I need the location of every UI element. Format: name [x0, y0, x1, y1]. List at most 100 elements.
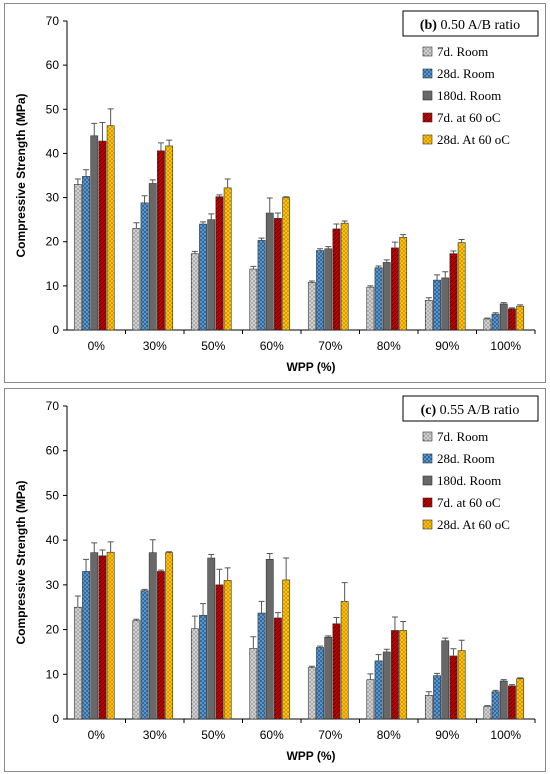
bar-180d-room-80: [382, 262, 391, 331]
chart-title-box: [402, 395, 539, 422]
error-bar-7d-room-100: [484, 705, 491, 707]
error-bar-7d-room-60: [250, 265, 257, 270]
x-tick-label: 70%: [318, 728, 342, 742]
bar-7d-at-60-oc-50: [215, 584, 224, 720]
bar-28d-room-60: [257, 240, 266, 331]
error-bar-28d-at-60-oc-0: [107, 541, 114, 553]
bar-180d-room-30: [148, 183, 157, 331]
error-bar-28d-room-90: [434, 274, 441, 281]
bar-7d-room-60: [249, 648, 258, 720]
compressive-strength-chart-b: 0 10 20 30 40 50 60 70 Compressive Strength (MPa…: [14, 10, 539, 374]
error-bar-28d-room-80: [375, 654, 382, 661]
error-bar-28d-room-30: [141, 588, 148, 591]
error-bar-28d-at-60-oc-100: [517, 304, 524, 307]
error-bar-7d-room-0: [74, 178, 81, 185]
bar-7d-at-60-oc-80: [391, 630, 399, 720]
error-bar-28d-room-0: [83, 558, 90, 572]
error-bar-28d-room-30: [141, 195, 148, 203]
error-bar-28d-at-60-oc-80: [400, 234, 407, 238]
bar-7d-at-60-oc-80: [391, 247, 399, 331]
bar-28d-room-100: [491, 313, 500, 331]
chart-panel-b: 0 10 20 30 40 50 60 70 Compressive Strength (MPa…: [4, 3, 546, 383]
error-bar-28d-at-60-oc-60: [283, 557, 290, 580]
error-bar-7d-at-60-oc-60: [274, 612, 281, 618]
bar-7d-room-70: [307, 667, 316, 720]
legend-label-28d-at-60-oc: 28d. At 60 oC: [437, 517, 510, 532]
bar-28d-room-0: [82, 176, 90, 331]
error-bar-7d-at-60-oc-30: [157, 569, 164, 572]
bar-28d-room-80: [374, 267, 383, 331]
x-tick-label: 30%: [143, 728, 167, 742]
chart-title-box: [402, 10, 539, 37]
bar-28d-at-60-oc-50: [223, 580, 232, 720]
bar-180d-room-70: [324, 248, 333, 331]
bar-180d-room-80: [382, 651, 391, 720]
legend-label-7d-at-60-oc: 7d. at 60 oC: [437, 110, 501, 125]
x-tick-label: 100%: [490, 728, 521, 742]
bar-180d-room-0: [90, 135, 99, 331]
error-bar-7d-room-90: [425, 297, 432, 301]
bar-28d-at-60-oc-80: [399, 630, 408, 720]
error-bar-180d-room-90: [442, 271, 449, 278]
y-tick-label: 30: [46, 191, 60, 205]
error-bar-7d-room-70: [308, 280, 315, 283]
bar-7d-at-60-oc-0: [98, 140, 107, 331]
x-axis-title: WPP (%): [286, 749, 335, 763]
bar-28d-room-30: [140, 590, 149, 720]
error-bar-7d-room-30: [133, 222, 140, 229]
compressive-strength-chart-c: 0 10 20 30 40 50 60 70 Compressive Strength (MPa…: [14, 395, 539, 763]
bar-7d-room-30: [132, 620, 141, 720]
legend-label-7d-room: 7d. Room: [437, 44, 488, 59]
error-bar-7d-at-60-oc-30: [157, 142, 164, 151]
error-bar-7d-at-60-oc-50: [216, 568, 223, 585]
bar-180d-room-30: [148, 552, 157, 720]
error-bar-28d-room-60: [258, 237, 265, 241]
bar-7d-room-70: [307, 282, 316, 331]
bar-28d-room-30: [140, 202, 149, 331]
chart-title: (c) 0.55 A/B ratio: [402, 395, 539, 422]
error-bar-7d-at-60-oc-100: [508, 684, 515, 686]
bar-7d-at-60-oc-60: [274, 218, 282, 331]
error-bar-180d-room-60: [266, 197, 273, 214]
error-bar-28d-room-70: [317, 248, 324, 251]
legend-swatch-28d-room: [422, 68, 433, 79]
y-tick-label: 60: [46, 444, 60, 458]
bar-28d-at-60-oc-90: [457, 650, 466, 720]
legend-label-180d-room: 180d. Room: [437, 88, 501, 103]
error-bar-28d-at-60-oc-70: [341, 220, 348, 224]
bar-28d-room-80: [374, 660, 383, 720]
legend-swatch-28d-room: [422, 453, 433, 464]
bar-7d-at-60-oc-30: [157, 571, 165, 720]
legend-swatch-180d-room: [422, 90, 433, 101]
x-tick-label: 80%: [377, 339, 401, 353]
error-bar-7d-room-100: [484, 317, 491, 319]
error-bar-180d-room-90: [442, 637, 449, 641]
bar-7d-at-60-oc-0: [98, 555, 107, 720]
bar-180d-room-60: [265, 212, 274, 331]
error-bar-7d-room-80: [367, 285, 374, 288]
bar-7d-at-60-oc-30: [157, 150, 165, 331]
error-bar-180d-room-100: [500, 302, 507, 304]
bar-28d-at-60-oc-70: [340, 601, 349, 720]
legend-label-7d-at-60-oc: 7d. at 60 oC: [437, 495, 501, 510]
bar-28d-at-60-oc-80: [399, 237, 408, 331]
legend-label-28d-at-60-oc: 28d. At 60 oC: [437, 132, 510, 147]
bar-28d-room-70: [316, 250, 324, 331]
bar-7d-room-80: [366, 286, 375, 331]
x-tick-label: 30%: [143, 339, 167, 353]
bar-7d-room-90: [424, 695, 433, 720]
chart-panel-c: 0 10 20 30 40 50 60 70 Compressive Strength (MPa…: [4, 388, 546, 772]
bar-7d-at-60-oc-100: [508, 685, 516, 720]
chart-title-text: (b) 0.50 A/B ratio: [420, 18, 520, 33]
error-bar-28d-at-60-oc-90: [458, 639, 465, 651]
bar-28d-room-90: [433, 279, 441, 331]
y-tick-label: 0: [52, 323, 59, 337]
error-bar-7d-room-50: [191, 250, 198, 254]
error-bar-28d-room-90: [434, 672, 441, 676]
error-bar-180d-room-0: [91, 122, 98, 136]
error-bar-7d-at-60-oc-80: [391, 241, 398, 248]
error-bar-28d-room-0: [83, 169, 90, 177]
x-tick-label: 60%: [260, 339, 284, 353]
legend: 7d. Room 28d. Room 180d. Room 7d. at 60 oC 2…: [422, 429, 510, 532]
bar-28d-room-50: [199, 614, 207, 720]
